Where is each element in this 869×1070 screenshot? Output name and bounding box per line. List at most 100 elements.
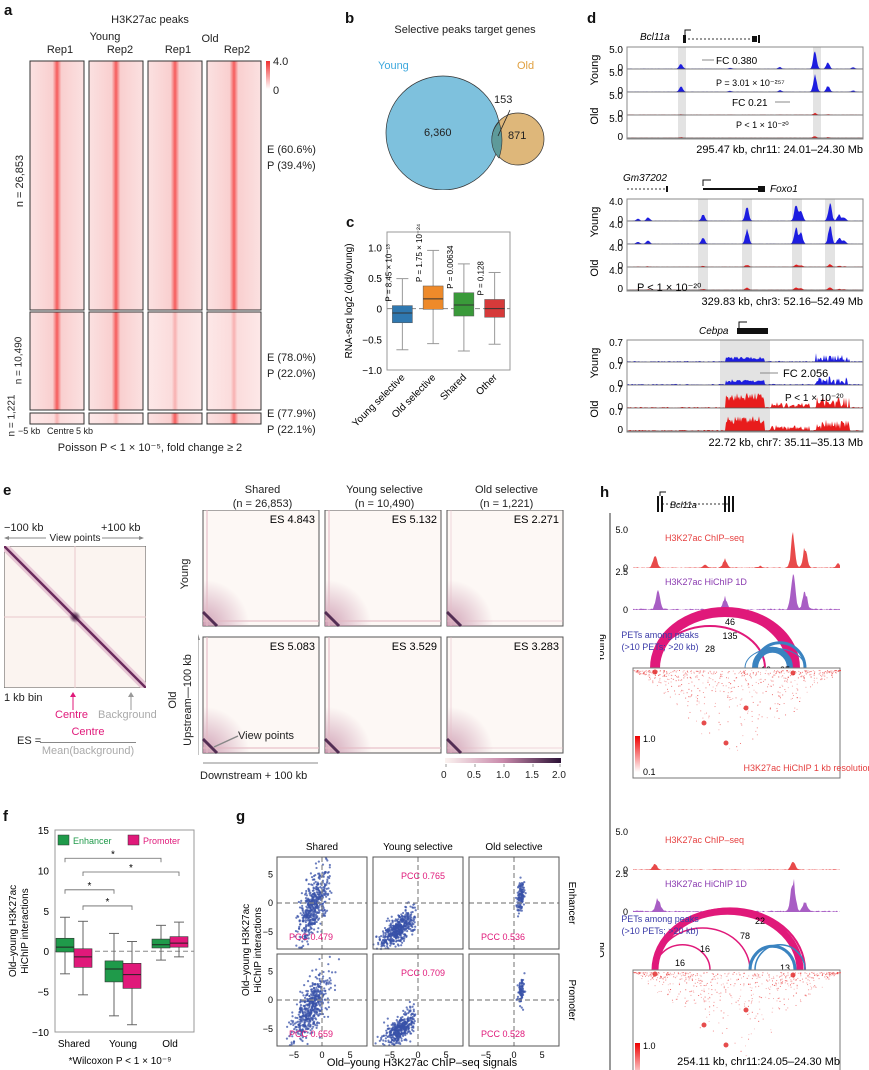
contact-pixel <box>640 673 642 675</box>
contact-pixel <box>677 996 679 998</box>
panel-a-scale-min: 0 <box>273 85 280 97</box>
row-label: Enhancer <box>566 882 577 925</box>
contact-pixel <box>752 993 754 995</box>
scatter-point <box>305 879 308 882</box>
contact-pixel <box>684 1006 686 1008</box>
contact-pixel <box>690 994 692 996</box>
contact-pixel <box>805 977 807 979</box>
scatter-point <box>327 870 330 874</box>
panel-a-col-1: Rep1 <box>46 44 74 56</box>
pet-arc <box>754 944 806 971</box>
scatter-point <box>404 1027 407 1030</box>
scatter-point <box>298 935 301 938</box>
es-heatmap: ES 3.283 <box>445 636 564 755</box>
contact-pixel <box>805 994 807 996</box>
contact-pixel <box>779 697 781 699</box>
track-ymax: 5.0 <box>615 827 628 837</box>
contact-pixel <box>734 673 736 675</box>
contact-hotspot <box>790 670 796 676</box>
contact-pixel <box>785 980 787 982</box>
panel-f-label: f <box>3 808 8 825</box>
contact-pixel <box>686 692 688 694</box>
contact-pixel <box>831 972 833 974</box>
contact-pixel <box>685 989 687 991</box>
p-label: P < 1 × 10⁻²⁰ <box>736 120 789 130</box>
contact-pixel <box>813 681 815 683</box>
contact-pixel <box>677 675 679 677</box>
contact-pixel <box>690 976 692 978</box>
contact-pixel <box>796 985 798 987</box>
scatter-point <box>395 1025 398 1028</box>
scatter-point <box>405 911 408 915</box>
p-label: P < 1 × 10⁻²⁰ <box>637 282 702 294</box>
contact-pixel <box>781 982 783 984</box>
contact-pixel <box>638 671 640 673</box>
scatter-point <box>387 938 390 941</box>
scatter-point <box>389 922 392 925</box>
contact-pixel <box>773 977 775 979</box>
scatter-facet: PCC 0.479 <box>276 856 368 950</box>
contact-pixel <box>704 713 706 715</box>
scatter-point <box>309 914 312 918</box>
contact-pixel <box>839 670 841 672</box>
scatter-point <box>322 980 325 983</box>
scatter-point <box>310 988 313 991</box>
contact-pixel <box>821 972 823 974</box>
contact-pixel <box>719 677 721 679</box>
contact-pixel <box>760 673 762 675</box>
contact-pixel <box>835 670 837 672</box>
scatter-point <box>309 1024 312 1027</box>
contact-pixel <box>767 683 769 685</box>
pet-arc <box>654 944 711 971</box>
contact-pixel <box>750 994 752 996</box>
contact-pixel <box>838 670 840 672</box>
scatter-point <box>309 1032 312 1035</box>
contact-pixel <box>715 688 717 690</box>
contact-pixel <box>729 993 731 995</box>
x-tick-label: 5 <box>444 1050 449 1060</box>
y-axis-label: Old–young H3K27ac <box>8 885 19 977</box>
scatter-point <box>326 893 329 897</box>
contact-pixel <box>742 671 744 673</box>
locus-coords: 295.47 kb, chr11: 24.01–24.30 Mb <box>696 144 863 156</box>
contact-pixel <box>817 682 819 684</box>
contact-pixel <box>805 995 807 997</box>
scatter-point <box>400 1027 403 1030</box>
scatter-point <box>294 1016 297 1019</box>
contact-pixel <box>757 976 759 978</box>
contact-pixel <box>669 989 671 991</box>
scatter-point <box>315 1022 319 1025</box>
scatter-point <box>324 900 327 903</box>
scatter-point <box>409 1032 412 1035</box>
contact-pixel <box>690 670 692 672</box>
contact-pixel <box>671 675 673 677</box>
highlight-region <box>698 245 708 268</box>
contact-pixel <box>775 982 777 984</box>
scatter-point <box>404 927 407 930</box>
scatter-point <box>308 1002 311 1005</box>
contact-pixel <box>633 670 635 672</box>
scatter-point <box>380 942 383 945</box>
contact-pixel <box>709 1014 711 1016</box>
contact-pixel <box>756 973 758 975</box>
scatter-point <box>404 905 407 908</box>
contact-pixel <box>771 676 773 678</box>
contact-pixel <box>642 972 644 974</box>
contact-pixel <box>766 979 768 981</box>
contact-pixel <box>838 670 840 672</box>
panel-a-cluster-3-p: P (22.1%) <box>267 424 316 436</box>
contact-pixel <box>652 673 654 675</box>
contact-pixel <box>755 681 757 683</box>
y-axis-label: HiChIP interactions <box>20 888 31 973</box>
contact-pixel <box>822 974 824 976</box>
contact-pixel <box>727 973 729 975</box>
contact-pixel <box>835 670 837 672</box>
contact-pixel <box>688 688 690 690</box>
signal-track <box>627 74 863 92</box>
contact-pixel <box>768 974 770 976</box>
scatter-point <box>304 1027 307 1031</box>
contact-pixel <box>727 979 729 981</box>
scatter-point <box>310 895 314 898</box>
